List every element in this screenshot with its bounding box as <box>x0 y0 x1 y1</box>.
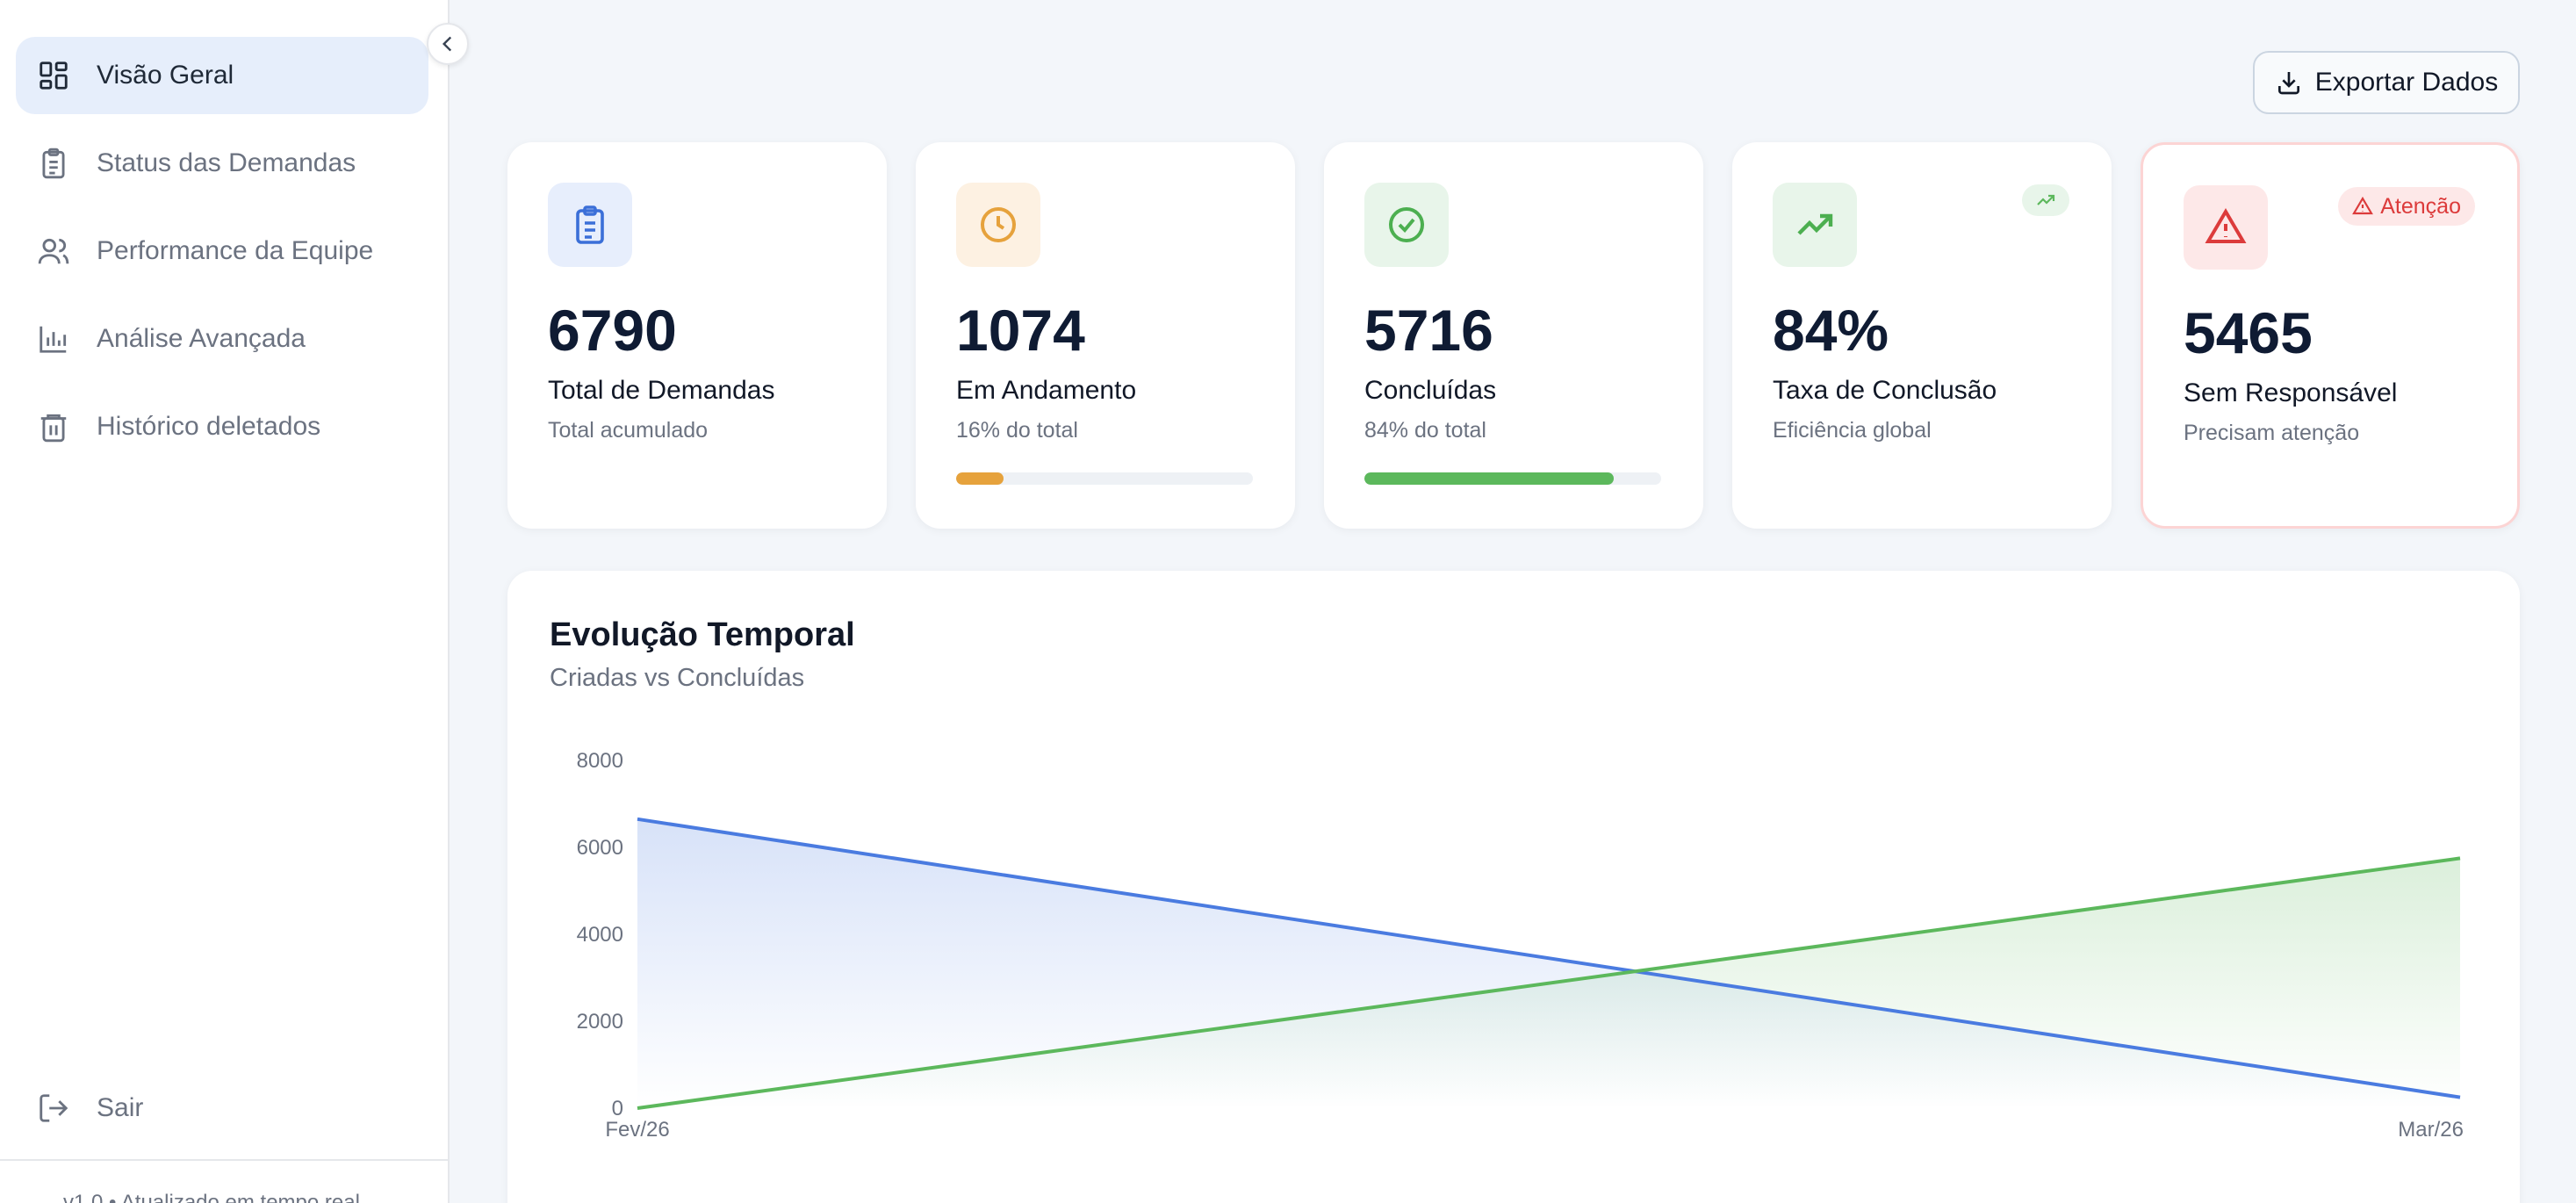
x-tick-label: Mar/26 <box>2398 1118 2464 1142</box>
y-tick-label: 0 <box>612 1097 623 1120</box>
stat-subtitle: Eficiência global <box>1773 418 1932 443</box>
sidebar-item-analise-avancada[interactable]: Análise Avançada <box>16 300 428 378</box>
logout-label: Sair <box>97 1093 144 1122</box>
stat-subtitle: 84% do total <box>1364 418 1486 443</box>
attention-badge: Atenção <box>2338 187 2475 226</box>
area-chart: 0 2000 4000 6000 8000 Fev/26 Mar/26 <box>577 749 2464 1142</box>
users-icon <box>37 234 70 268</box>
check-circle-icon <box>1364 183 1449 267</box>
progress-fill <box>956 472 1004 485</box>
sidebar-item-historico-deletados[interactable]: Histórico deletados <box>16 388 428 465</box>
stat-card-em-andamento: 1074 Em Andamento 16% do total <box>916 142 1295 529</box>
collapse-sidebar-button[interactable] <box>427 23 469 65</box>
logout-button[interactable]: Sair <box>16 1070 428 1147</box>
stat-title: Concluídas <box>1364 376 1497 405</box>
stat-title: Em Andamento <box>956 376 1137 405</box>
stat-value: 1074 <box>956 298 1085 363</box>
trending-up-icon <box>2037 194 2055 205</box>
y-tick-label: 4000 <box>577 923 623 947</box>
stat-card-sem-responsavel: Atenção 5465 Sem Responsável Precisam at… <box>2141 142 2520 529</box>
y-tick-label: 6000 <box>577 836 623 860</box>
export-label: Exportar Dados <box>2314 68 2499 97</box>
export-data-button[interactable]: Exportar Dados <box>2253 51 2520 114</box>
stat-title: Taxa de Conclusão <box>1773 376 1997 405</box>
stat-value: 5465 <box>2184 300 2313 365</box>
y-tick-label: 8000 <box>577 749 623 773</box>
sidebar-item-status-demandas[interactable]: Status das Demandas <box>16 125 428 202</box>
progress-fill <box>1364 472 1614 485</box>
stat-value: 5716 <box>1364 298 1493 363</box>
sidebar-item-label: Status das Demandas <box>97 148 356 177</box>
progress-bar <box>1364 472 1661 485</box>
sidebar-item-label: Análise Avançada <box>97 324 306 353</box>
divider <box>0 1159 450 1161</box>
sidebar-item-label: Histórico deletados <box>97 412 321 441</box>
sidebar-item-performance-equipe[interactable]: Performance da Equipe <box>16 213 428 290</box>
chart-panel: Evolução Temporal Criadas vs Concluídas … <box>507 571 2520 1203</box>
stat-value: 84% <box>1773 298 1889 363</box>
stat-subtitle: Total acumulado <box>548 418 709 443</box>
trending-up-icon <box>1773 183 1857 267</box>
chevron-left-icon <box>442 36 452 52</box>
trend-badge <box>2022 184 2069 216</box>
dashboard-icon <box>37 59 70 92</box>
clipboard-icon <box>548 183 632 267</box>
y-tick-label: 2000 <box>577 1010 623 1034</box>
x-tick-label: Fev/26 <box>605 1118 669 1142</box>
stat-subtitle: Precisam atenção <box>2184 421 2360 445</box>
badge-label: Atenção <box>2380 193 2461 219</box>
download-icon <box>2277 72 2299 95</box>
clock-icon <box>956 183 1040 267</box>
bar-chart-icon <box>37 322 70 356</box>
alert-triangle-icon <box>2184 185 2268 270</box>
stat-subtitle: 16% do total <box>956 418 1078 443</box>
sidebar-item-label: Visão Geral <box>97 61 234 90</box>
sidebar-item-label: Performance da Equipe <box>97 236 374 265</box>
stat-card-taxa-conclusao: 84% Taxa de Conclusão Eficiência global <box>1732 142 2112 529</box>
chart-subtitle: Criadas vs Concluídas <box>550 664 805 692</box>
clipboard-icon <box>37 147 70 180</box>
stat-card-total: 6790 Total de Demandas Total acumulado <box>507 142 887 529</box>
logout-icon <box>37 1091 70 1125</box>
stat-title: Total de Demandas <box>548 376 775 405</box>
alert-triangle-icon <box>2352 196 2374 215</box>
stat-title: Sem Responsável <box>2184 378 2398 407</box>
sidebar-item-visao-geral[interactable]: Visão Geral <box>16 37 428 114</box>
version-text: v1.0 • Atualizado em tempo real <box>63 1191 360 1203</box>
stat-card-concluidas: 5716 Concluídas 84% do total <box>1324 142 1703 529</box>
series-line-1[interactable] <box>637 856 2461 1110</box>
sidebar: Visão Geral Status das Demandas Performa… <box>0 0 450 1203</box>
trash-icon <box>37 410 70 443</box>
stat-value: 6790 <box>548 298 677 363</box>
chart-title: Evolução Temporal <box>550 616 855 653</box>
series-line-0[interactable] <box>637 817 2461 1099</box>
progress-bar <box>956 472 1253 485</box>
